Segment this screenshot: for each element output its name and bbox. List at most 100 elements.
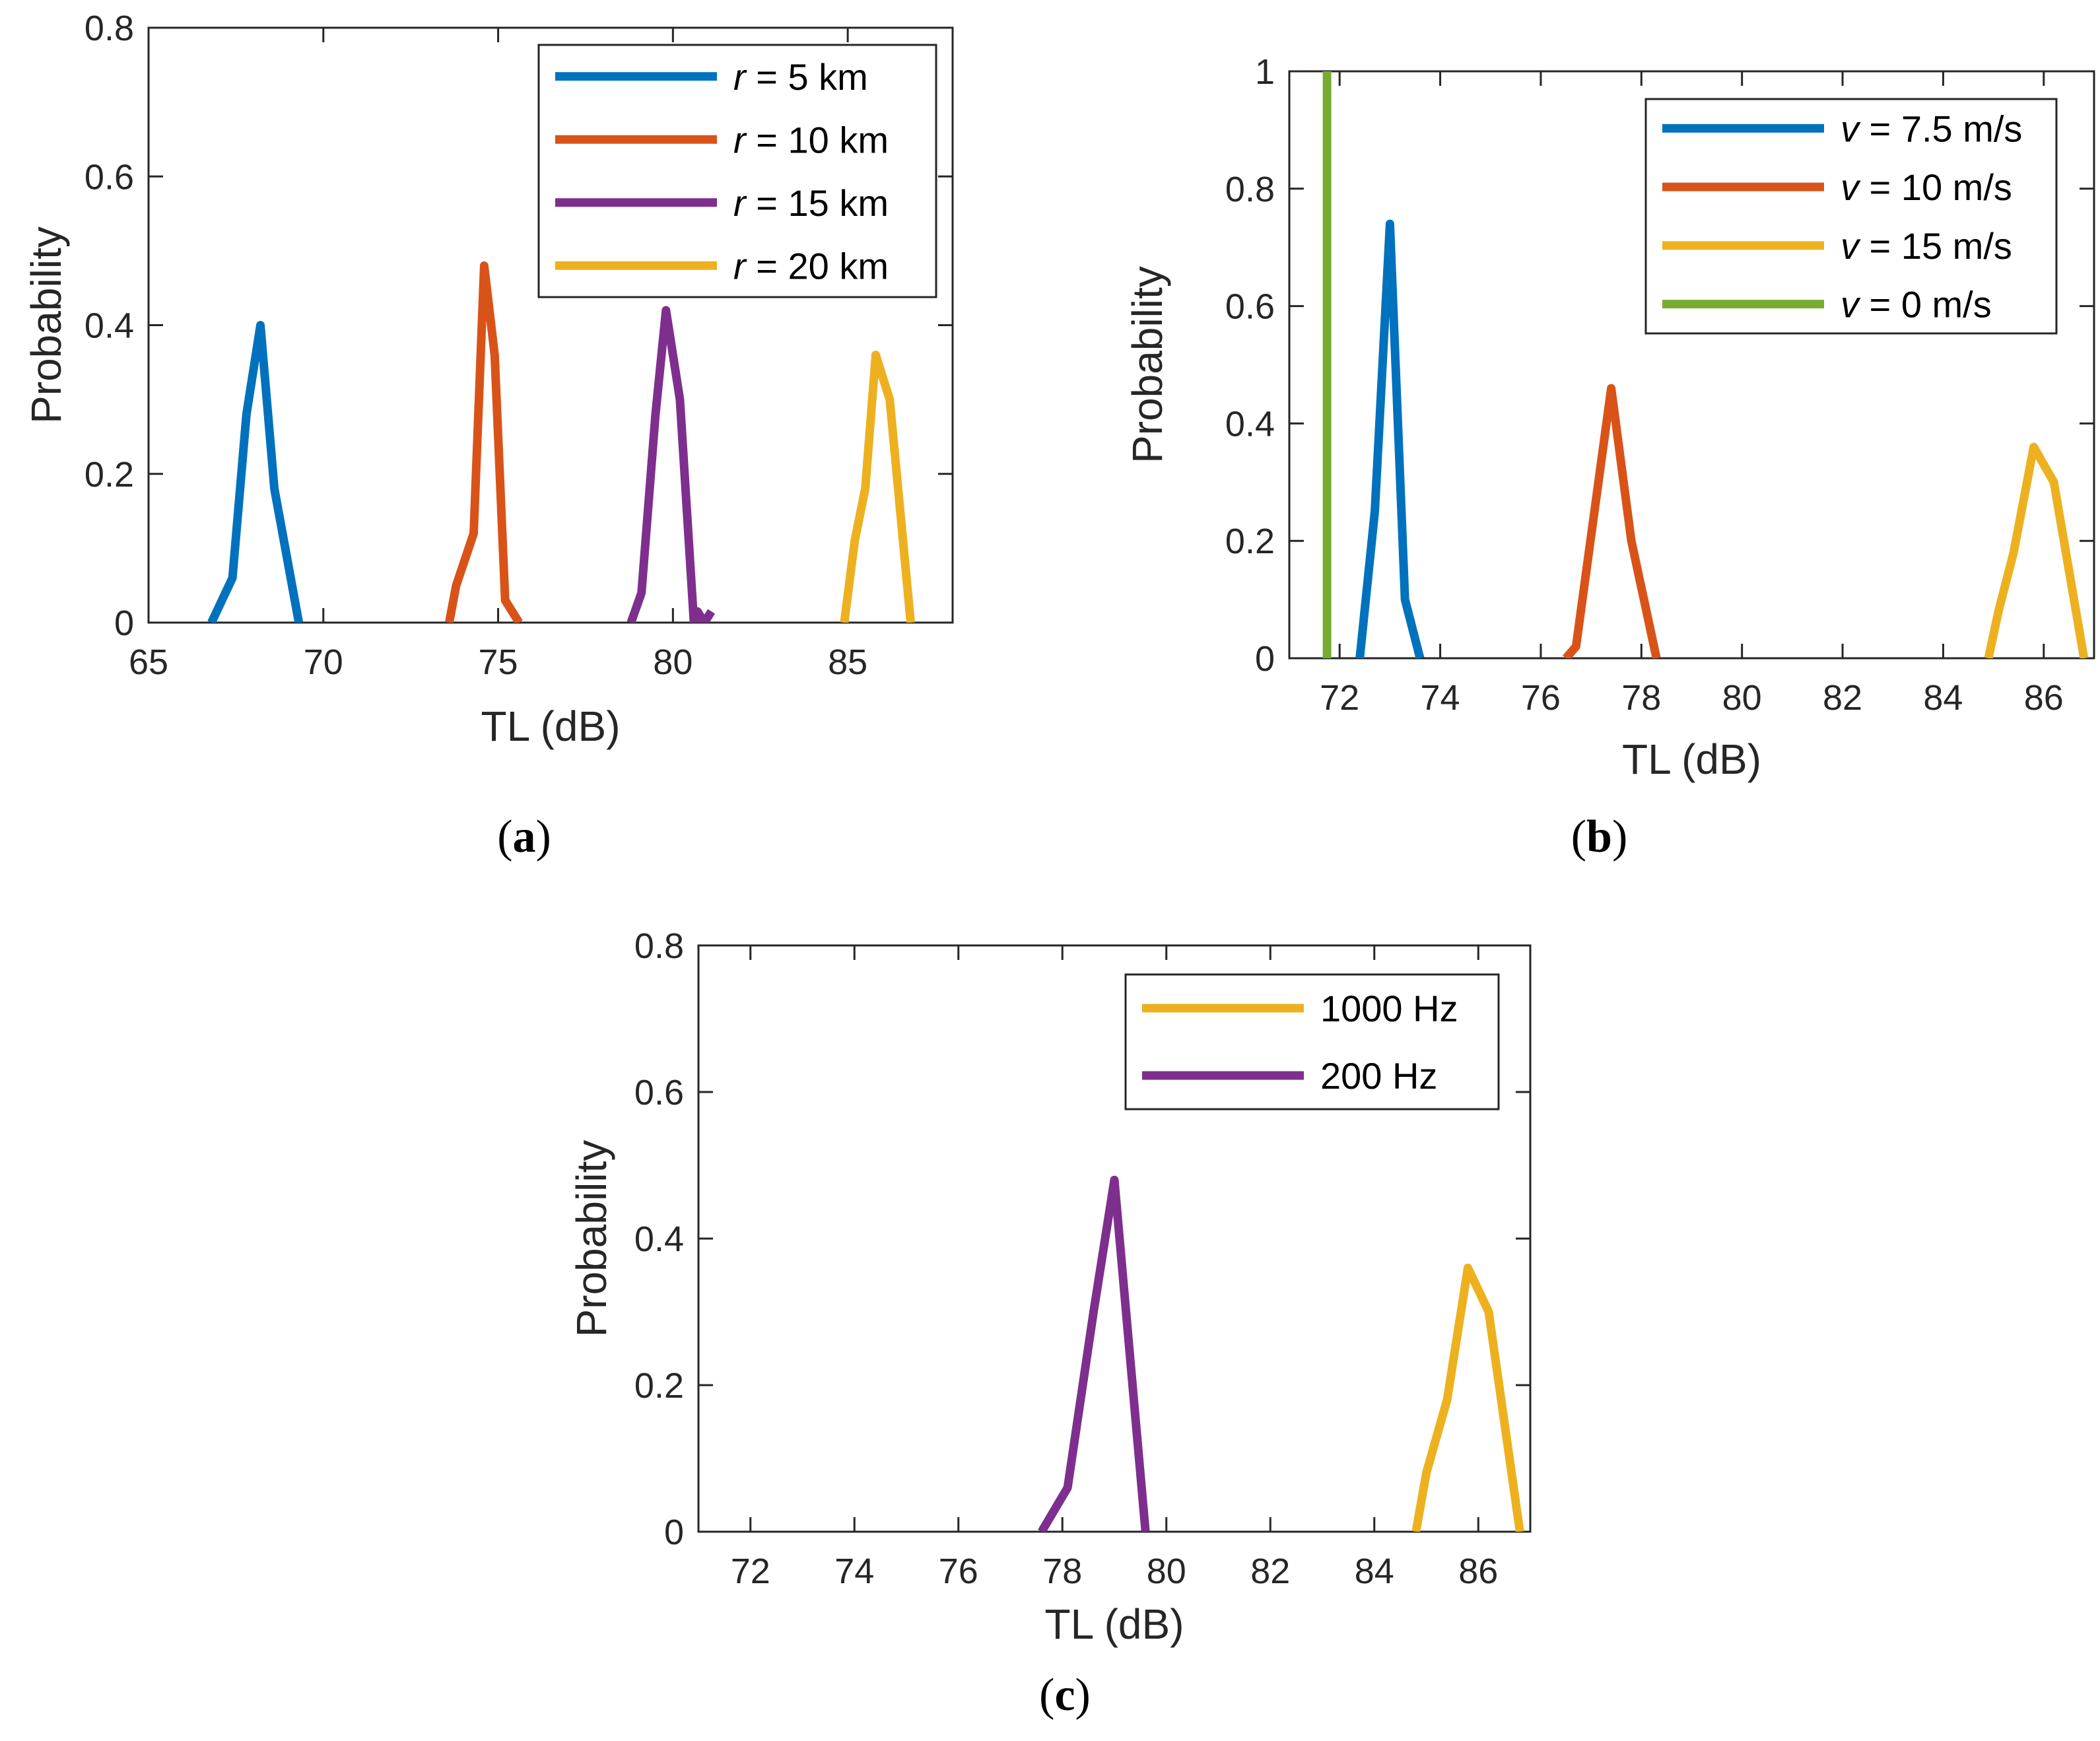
legend-variable: v: [1841, 166, 1861, 208]
y-tick-label: 0: [114, 603, 134, 643]
x-tick-label: 72: [1320, 678, 1359, 718]
legend-variable: r: [733, 182, 747, 224]
x-tick-label: 65: [129, 642, 168, 682]
x-tick-label: 86: [1458, 1552, 1498, 1591]
panel-a-series: [207, 261, 915, 623]
x-tick-label: 78: [1042, 1552, 1082, 1591]
panel-a-y-axis-label: Probability: [22, 226, 70, 424]
panel-c-x-axis-label: TL (dB): [1045, 1600, 1184, 1648]
panel-b-series: [1322, 71, 2089, 658]
y-tick-label: 0.4: [85, 306, 134, 346]
y-tick-label: 0.2: [85, 455, 134, 495]
x-tick-label: 80: [653, 642, 693, 682]
legend-variable: v: [1841, 225, 1861, 267]
panel-b-x-ticks: 72 74 76 78 80 82 84 86: [1320, 71, 2064, 718]
legend-label: 200 Hz: [1320, 1055, 1437, 1097]
panel-a-legend: r = 5 kmr = 10 kmr = 15 kmr = 20 km: [537, 44, 937, 298]
legend-box: [1124, 973, 1500, 1110]
legend-entry-2: v = 10 m/s: [1841, 166, 2012, 208]
legend-label: = 7.5 m/s: [1859, 108, 2022, 149]
legend-box: [1644, 98, 2058, 335]
legend-entry-4: v = 0 m/s: [1841, 284, 1992, 325]
x-tick-label: 84: [1355, 1552, 1394, 1591]
panel-c-caption-letter: c: [1054, 1670, 1075, 1721]
x-tick-label: 80: [1722, 678, 1762, 718]
series-line-3: [1984, 442, 2089, 658]
x-tick-label: 72: [731, 1552, 770, 1591]
panel-b-caption: (b): [1571, 811, 1628, 862]
panel-c-y-axis-label: Probability: [568, 1140, 615, 1338]
x-tick-label: 74: [1421, 678, 1460, 718]
panel-b-y-ticks: 0 0.2 0.4 0.6 0.8 1: [1225, 52, 2094, 679]
series-line-1: [207, 321, 304, 623]
y-tick-label: 0.6: [85, 157, 134, 197]
panel-c-y-ticks: 0 0.2 0.4 0.6 0.8: [634, 926, 1530, 1552]
y-tick-label: 0.4: [634, 1219, 684, 1259]
legend-label: = 15 m/s: [1859, 225, 2012, 267]
legend-entry-3: v = 15 m/s: [1841, 225, 2012, 267]
legend-variable: v: [1841, 108, 1861, 149]
legend-variable: v: [1841, 284, 1861, 325]
panel-c-caption: (c): [1039, 1670, 1091, 1721]
panel-c: 72 74 76 78 80 82 84 86 0 0.2 0.4 0.6 0.8 TL (dB) P…: [568, 926, 1532, 1721]
panel-b-legend: v = 7.5 m/sv = 10 m/sv = 15 m/sv = 0 m/s: [1644, 98, 2058, 335]
legend-label: 1000 Hz: [1320, 988, 1458, 1029]
legend-entry-2: 200 Hz: [1320, 1055, 1437, 1097]
panel-a-y-ticks: 0 0.2 0.4 0.6 0.8: [85, 9, 953, 643]
x-tick-label: 76: [939, 1552, 978, 1591]
series-line-2: [1038, 1175, 1150, 1532]
y-tick-label: 0.8: [634, 926, 684, 966]
legend-label: = 0 m/s: [1859, 284, 1992, 325]
panel-b-x-axis-label: TL (dB): [1622, 735, 1761, 783]
x-tick-label: 82: [1250, 1552, 1290, 1591]
y-tick-label: 0.2: [634, 1366, 684, 1406]
panel-b-caption-letter: b: [1586, 811, 1612, 862]
panel-c-series: [1038, 1175, 1524, 1532]
legend-entry-4: r = 20 km: [733, 245, 889, 287]
x-tick-label: 78: [1621, 678, 1661, 718]
panel-a-x-ticks: 65 70 75 80 85: [129, 28, 867, 682]
x-tick-label: 70: [304, 642, 343, 682]
y-tick-label: 0.6: [634, 1073, 684, 1112]
legend-variable: r: [733, 56, 747, 98]
x-tick-label: 82: [1823, 678, 1862, 718]
y-tick-label: 0.6: [1225, 287, 1275, 327]
panel-b: 72 74 76 78 80 82 84 86 00.20.40.60.81 TL (dB) …: [1124, 52, 2095, 862]
y-tick-label: 0: [664, 1513, 684, 1552]
panel-b-y-axis-label: Probability: [1124, 266, 1171, 463]
x-tick-label: 85: [828, 642, 867, 682]
x-tick-label: 76: [1521, 678, 1561, 718]
series-line-2: [445, 261, 523, 623]
x-tick-label: 74: [834, 1552, 874, 1591]
x-tick-label: 75: [479, 642, 518, 682]
panel-a-x-axis-label: TL (dB): [481, 702, 621, 750]
panel-a-caption-letter: a: [513, 811, 536, 862]
legend-entry-2: r = 10 km: [733, 119, 889, 160]
legend-entry-3: r = 15 km: [733, 182, 889, 224]
legend-label: = 20 km: [746, 245, 889, 287]
legend-entry-1: r = 5 km: [733, 56, 868, 98]
legend-label: = 10 km: [746, 119, 889, 160]
legend-box: [537, 44, 937, 298]
legend-variable: r: [733, 119, 747, 160]
legend-label: = 5 km: [746, 56, 868, 98]
y-tick-label: 0: [1255, 639, 1275, 679]
y-tick-label: 0.8: [1225, 170, 1275, 209]
series-line-2: [1563, 384, 1661, 658]
y-tick-label: 0.4: [1225, 404, 1275, 444]
series-line-1: [1411, 1263, 1524, 1532]
panel-c-x-ticks: 72 74 76 78 80 82 84 86: [731, 945, 1498, 1591]
x-tick-label: 80: [1147, 1552, 1186, 1591]
series-line-3: [627, 306, 716, 623]
legend-variable: r: [733, 245, 747, 287]
x-tick-label: 84: [1923, 678, 1963, 718]
y-tick-label: 1: [1255, 52, 1275, 92]
x-tick-label: 86: [2024, 678, 2064, 718]
y-tick-label: 0.2: [1225, 522, 1275, 561]
legend-entry-1: v = 7.5 m/s: [1841, 108, 2022, 149]
legend-label: = 15 km: [746, 182, 889, 224]
panel-a: 65 70 75 80 85 0 0.2 0.4 0.6 0.8 TL (dB) Probabi…: [22, 9, 954, 862]
panel-c-legend: 1000 Hz 200 Hz: [1124, 973, 1500, 1110]
y-tick-label: 0.8: [85, 9, 134, 48]
